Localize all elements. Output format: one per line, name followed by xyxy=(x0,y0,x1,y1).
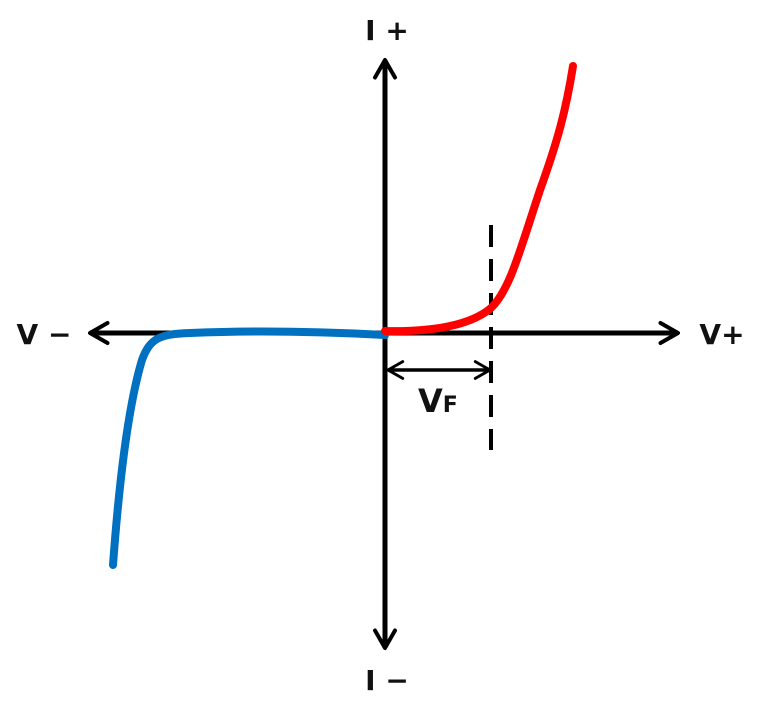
current-positive-label: I + xyxy=(365,14,409,47)
forward-voltage-label: VF xyxy=(418,382,458,420)
voltage-positive-label: V+ xyxy=(699,318,744,351)
forward-bias-curve xyxy=(381,62,577,336)
reverse-bias-curve xyxy=(109,327,389,569)
voltage-negative-label: V − xyxy=(17,318,72,351)
current-negative-label: I − xyxy=(365,664,409,697)
